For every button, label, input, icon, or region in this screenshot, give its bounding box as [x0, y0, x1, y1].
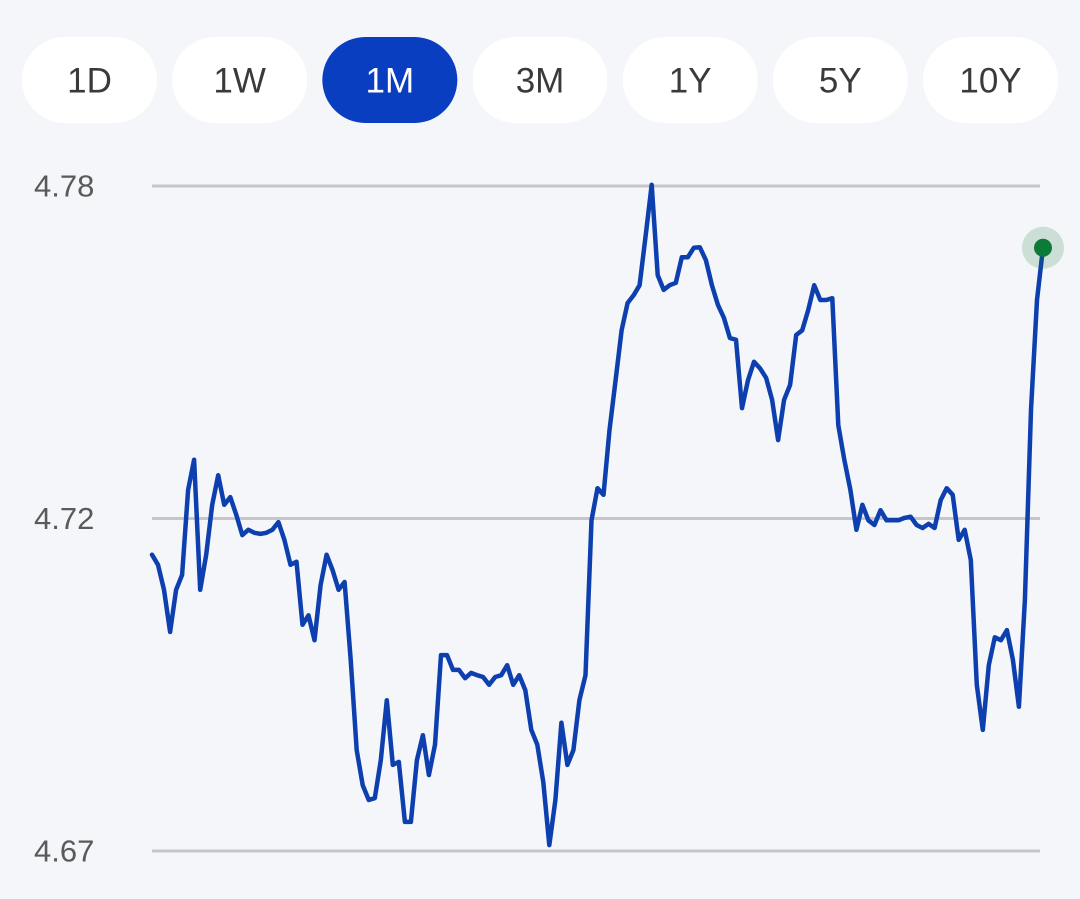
last-point [1034, 238, 1052, 257]
y-tick-label: 4.67 [34, 834, 94, 869]
tab[interactable] [772, 37, 908, 123]
tab[interactable] [472, 37, 608, 123]
tab-label[interactable]: 1D [67, 62, 112, 101]
tab-label[interactable]: 5Y [819, 62, 862, 101]
tab-label[interactable]: 3M [516, 62, 565, 101]
tab-label[interactable]: 10Y [959, 62, 1021, 101]
y-tick-label: 4.72 [34, 501, 94, 536]
price-line [149, 182, 1046, 848]
tab[interactable] [22, 37, 157, 123]
y-tick-label: 4.78 [34, 169, 94, 204]
tab-active[interactable] [322, 37, 458, 123]
tab-label[interactable]: 1W [213, 62, 266, 101]
tab[interactable] [923, 37, 1058, 123]
tab-label[interactable]: 1M [366, 62, 415, 101]
tab-label[interactable]: 1Y [669, 62, 712, 101]
tab[interactable] [172, 37, 308, 123]
tab[interactable] [622, 37, 758, 123]
